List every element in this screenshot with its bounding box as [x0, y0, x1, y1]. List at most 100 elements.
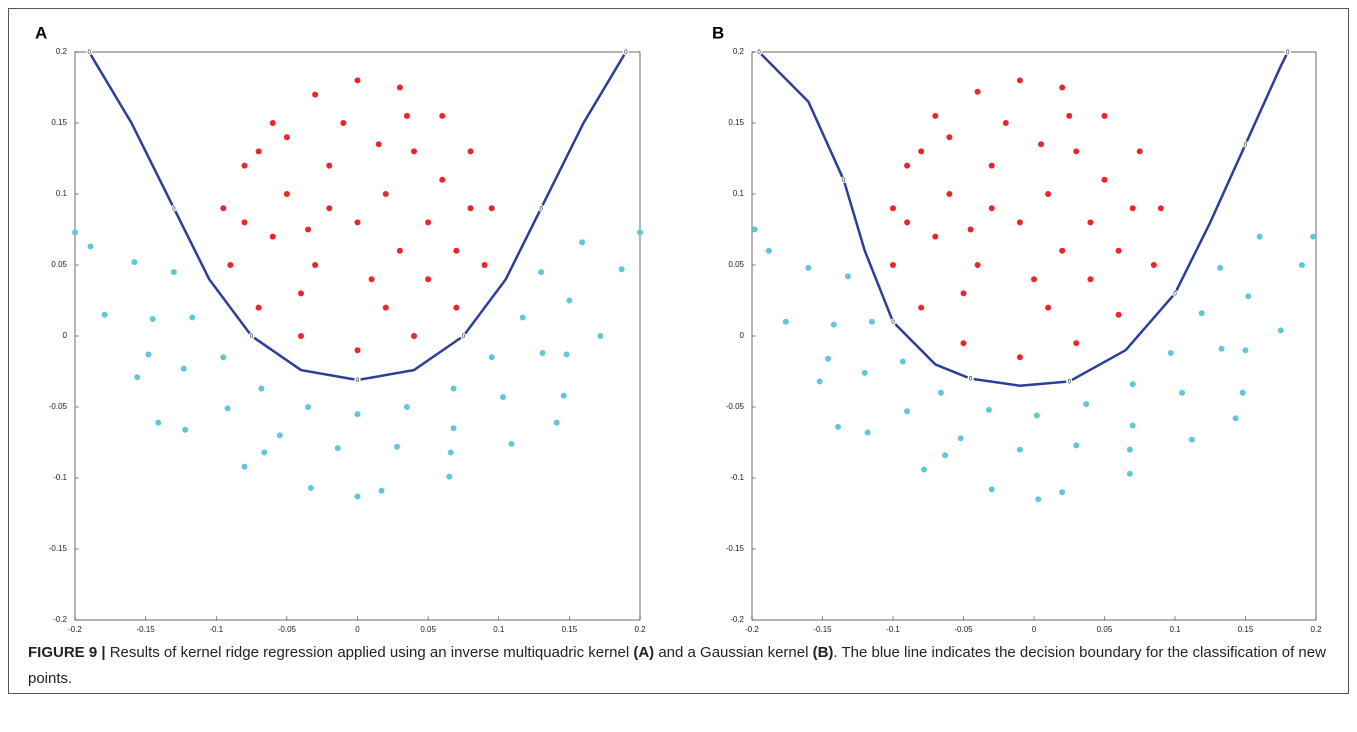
point: [1298, 262, 1305, 268]
point: [967, 226, 974, 233]
point: [618, 266, 625, 273]
point: [921, 466, 928, 473]
point: [180, 365, 187, 372]
y-tick-label: 0.1: [56, 189, 68, 198]
point: [354, 411, 361, 418]
point: [72, 229, 78, 236]
point: [269, 233, 276, 240]
point: [918, 304, 925, 311]
point: [1218, 345, 1225, 352]
y-tick-label: 0.15: [51, 118, 67, 127]
point: [170, 269, 177, 276]
point: [974, 88, 981, 95]
contour-label-bg: [1284, 48, 1292, 56]
x-tick-label: -0.2: [68, 625, 82, 634]
point: [1129, 205, 1136, 212]
point: [1256, 233, 1263, 240]
point: [1188, 436, 1195, 443]
point: [258, 385, 265, 392]
point: [868, 318, 875, 325]
point: [488, 354, 495, 361]
point: [425, 219, 432, 226]
point: [1033, 412, 1040, 419]
point: [553, 419, 560, 426]
point: [307, 484, 314, 491]
point: [499, 394, 506, 401]
contour-label: 0: [624, 50, 628, 56]
y-tick-label: 0.15: [728, 118, 744, 127]
point: [394, 443, 401, 450]
point: [1136, 148, 1143, 155]
point: [354, 493, 361, 500]
caption-text: and a Gaussian kernel: [654, 644, 813, 661]
y-tick-label: 0.2: [733, 47, 745, 56]
point: [305, 226, 312, 233]
x-tick-label: 0: [1032, 625, 1037, 634]
point: [241, 162, 248, 169]
point: [1016, 219, 1023, 226]
plot-area: [751, 51, 1317, 621]
point: [453, 247, 460, 254]
y-tick-label: -0.05: [49, 402, 68, 411]
point: [340, 120, 347, 126]
x-tick-label: -0.2: [745, 625, 759, 634]
point: [579, 239, 586, 246]
point: [566, 297, 573, 304]
point: [899, 358, 906, 365]
point: [227, 262, 234, 268]
y-tick-label: 0.2: [56, 47, 68, 56]
point: [637, 229, 643, 236]
contour-label-bg: [460, 332, 467, 340]
point: [1101, 112, 1108, 119]
point: [1310, 233, 1317, 240]
point: [1002, 120, 1009, 126]
point: [1277, 327, 1284, 334]
point: [276, 432, 283, 439]
decision-boundary: [758, 51, 1289, 387]
point: [189, 314, 196, 321]
point: [960, 340, 967, 347]
point: [563, 351, 570, 358]
contour-label: 0: [539, 206, 543, 212]
point: [298, 290, 304, 297]
contour-label: 0: [1068, 380, 1072, 386]
point: [1035, 496, 1042, 503]
caption-text: . The blue line indicates the decision b…: [28, 644, 1326, 687]
point: [298, 333, 304, 339]
point: [1179, 389, 1186, 396]
point: [283, 134, 290, 141]
point: [155, 419, 162, 426]
point: [131, 259, 138, 266]
point: [1115, 247, 1122, 254]
point: [539, 350, 546, 357]
point: [241, 463, 248, 470]
point: [1242, 347, 1249, 354]
caption: FIGURE 9 | Results of kernel ridge regre…: [28, 640, 1328, 692]
contour-label-bg: [85, 48, 93, 56]
point: [447, 449, 454, 456]
contour-label: 0: [842, 178, 846, 184]
point: [467, 148, 474, 155]
point: [425, 276, 432, 283]
point: [508, 440, 515, 447]
contour-label-bg: [170, 205, 178, 212]
point: [87, 243, 94, 250]
point: [1038, 141, 1045, 148]
point: [403, 404, 410, 410]
point: [1059, 489, 1066, 496]
point: [145, 351, 152, 358]
contour-label: 0: [87, 50, 91, 56]
point: [519, 314, 526, 321]
point: [354, 347, 361, 354]
point: [1016, 77, 1023, 84]
point: [538, 269, 545, 276]
point: [1016, 354, 1023, 361]
point: [467, 205, 474, 212]
point: [1150, 262, 1157, 268]
caption-ref: (A): [633, 644, 655, 661]
point: [1232, 415, 1239, 422]
point: [1045, 304, 1052, 311]
contour-label-bg: [1171, 290, 1179, 297]
x-tick-label: 0.05: [1097, 625, 1113, 634]
